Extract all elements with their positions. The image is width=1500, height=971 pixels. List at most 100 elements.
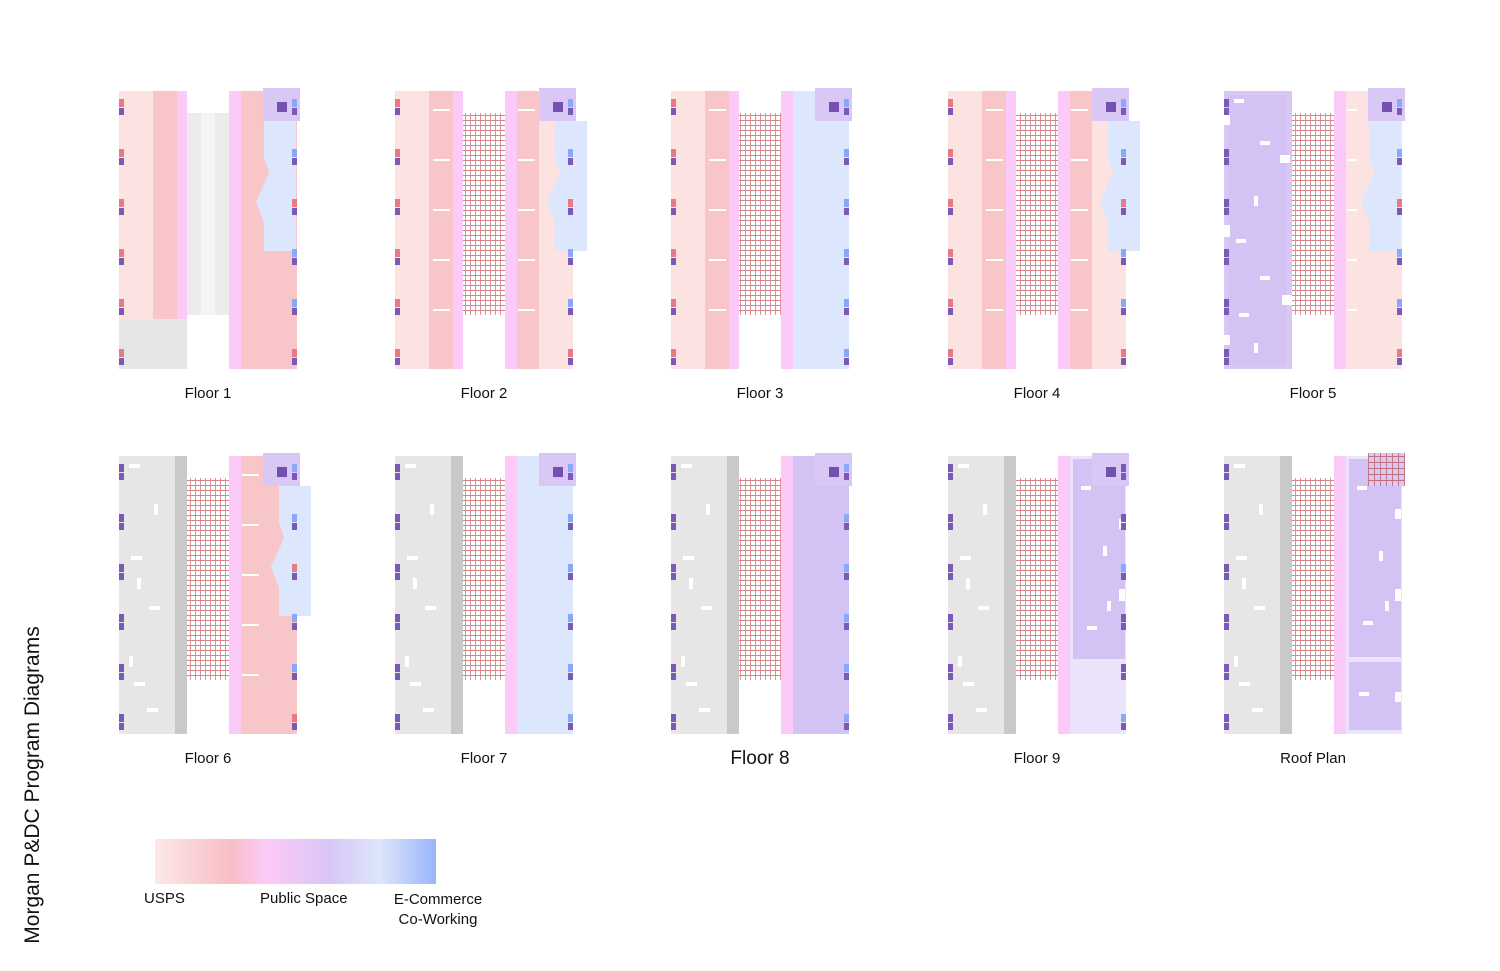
zone <box>1058 91 1070 369</box>
column-marker-icon <box>119 573 124 580</box>
notch <box>1224 225 1230 237</box>
zone <box>229 91 241 369</box>
window-mark <box>1359 692 1369 696</box>
window-mark <box>242 624 259 626</box>
column-marker-icon <box>1121 623 1126 630</box>
column-marker-icon <box>671 623 676 630</box>
ecommerce-zone <box>1361 121 1401 251</box>
window-mark <box>1347 159 1357 161</box>
column-marker-icon <box>948 714 953 722</box>
lattice-hatch-icon <box>1292 478 1334 680</box>
window-mark <box>137 578 141 589</box>
gray-wall <box>1004 456 1016 734</box>
column-marker-icon <box>671 358 676 365</box>
zone <box>982 91 1006 369</box>
column-marker-icon <box>292 714 297 722</box>
column-marker-icon <box>1224 258 1229 265</box>
column-marker-icon <box>1224 614 1229 622</box>
column-marker-icon <box>568 99 573 107</box>
column-marker-icon <box>844 623 849 630</box>
column-marker-icon <box>1397 258 1402 265</box>
window-mark <box>963 682 974 686</box>
window-mark <box>242 524 259 526</box>
notch <box>1395 692 1401 702</box>
window-mark <box>1234 464 1245 468</box>
notch <box>1119 589 1125 601</box>
column-marker-icon <box>1397 358 1402 365</box>
column-marker-icon <box>671 614 676 622</box>
window-mark <box>518 209 535 211</box>
column-marker-icon <box>1121 573 1126 580</box>
window-mark <box>709 309 726 311</box>
window-mark <box>1347 309 1357 311</box>
window-mark <box>1071 109 1088 111</box>
window-mark <box>433 209 450 211</box>
window-mark <box>960 556 971 560</box>
column-marker-icon <box>292 108 297 115</box>
column-marker-icon <box>844 108 849 115</box>
column-marker-icon <box>292 573 297 580</box>
column-marker-icon <box>1224 473 1229 480</box>
column-marker-icon <box>844 158 849 165</box>
window-mark <box>958 656 962 667</box>
lattice-hatch-icon <box>1368 453 1405 486</box>
column-marker-icon <box>671 349 676 357</box>
column-marker-icon <box>844 673 849 680</box>
column-marker-icon <box>292 514 297 522</box>
zone <box>781 91 793 369</box>
window-mark <box>986 109 1003 111</box>
window-mark <box>709 109 726 111</box>
column-marker-icon <box>119 514 124 522</box>
column-marker-icon <box>1224 623 1229 630</box>
plan-floor-5 <box>1224 88 1405 369</box>
zone <box>517 91 539 369</box>
legend-label-ecommerce-line1: E-Commerce <box>393 891 483 908</box>
window-mark <box>686 682 697 686</box>
column-marker-icon <box>671 108 676 115</box>
column-marker-icon <box>395 358 400 365</box>
column-marker-icon <box>1121 723 1126 730</box>
column-marker-icon <box>1224 158 1229 165</box>
column-marker-icon <box>1224 573 1229 580</box>
column-marker-icon <box>568 723 573 730</box>
column-marker-icon <box>844 199 849 207</box>
plan-floor-7 <box>395 453 576 734</box>
column-marker-icon <box>844 473 849 480</box>
column-marker-icon <box>1121 349 1126 357</box>
zone <box>781 456 793 734</box>
column-marker-icon <box>1121 664 1126 672</box>
column-marker-icon <box>948 308 953 315</box>
column-marker-icon <box>568 258 573 265</box>
stair-core-icon <box>1106 467 1116 477</box>
notch <box>1224 115 1230 125</box>
column-marker-icon <box>568 714 573 722</box>
window-mark <box>681 464 692 468</box>
column-marker-icon <box>1121 614 1126 622</box>
window-mark <box>1239 682 1250 686</box>
column-marker-icon <box>395 573 400 580</box>
plan-label-floor-7: Floor 7 <box>460 750 508 767</box>
window-mark <box>701 606 712 610</box>
column-marker-icon <box>948 573 953 580</box>
window-mark <box>1379 551 1383 561</box>
column-marker-icon <box>292 523 297 530</box>
window-mark <box>1347 259 1357 261</box>
column-marker-icon <box>948 349 953 357</box>
column-marker-icon <box>671 199 676 207</box>
window-mark <box>1087 626 1097 630</box>
column-marker-icon <box>1121 258 1126 265</box>
column-marker-icon <box>395 199 400 207</box>
column-marker-icon <box>671 149 676 157</box>
column-marker-icon <box>844 464 849 472</box>
column-marker-icon <box>671 464 676 472</box>
column-marker-icon <box>568 473 573 480</box>
column-marker-icon <box>1397 99 1402 107</box>
column-marker-icon <box>292 149 297 157</box>
plan-floor-8 <box>671 453 852 734</box>
lattice-hatch-icon <box>1292 113 1334 315</box>
column-marker-icon <box>395 258 400 265</box>
column-marker-icon <box>119 714 124 722</box>
ecommerce-zone <box>271 486 311 616</box>
column-marker-icon <box>119 614 124 622</box>
gray-wall <box>451 456 463 734</box>
